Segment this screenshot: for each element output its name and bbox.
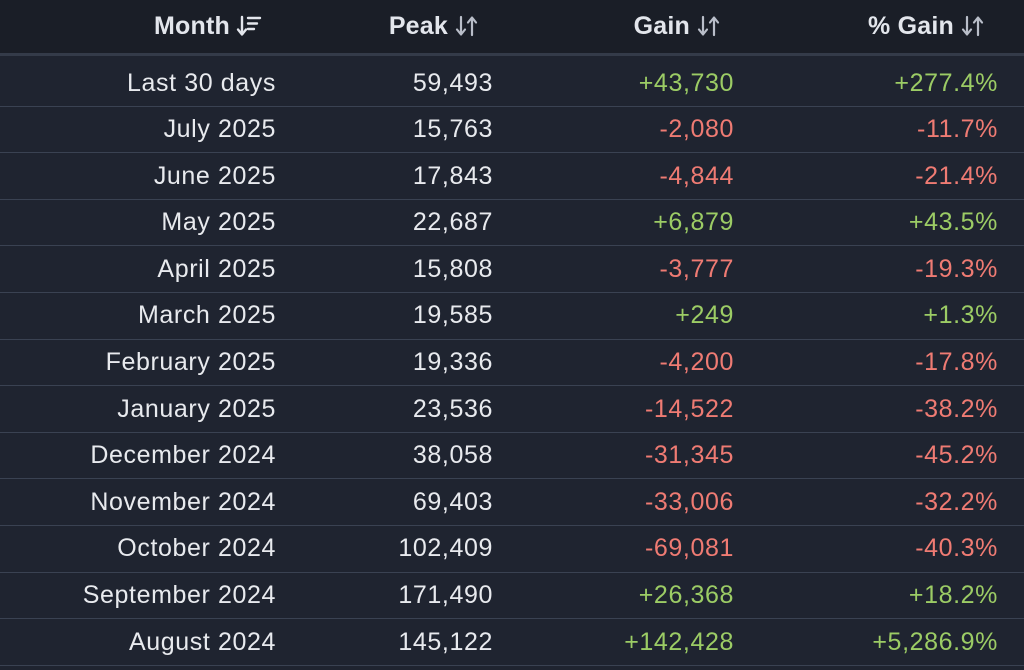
cell-pct-gain: +277.4%	[894, 68, 998, 97]
cell-pct-gain: +18.2%	[908, 581, 998, 610]
cell-pct-gain: -11.7%	[917, 115, 998, 144]
column-header-gain[interactable]: Gain	[0, 0, 722, 52]
cell-month: February 2025	[105, 348, 276, 377]
table-row: Last 30 days 59,493 +43,730 +277.4%	[0, 60, 1024, 107]
cell-month: December 2024	[90, 441, 276, 470]
table-row: May 2025 22,687 +6,879 +43.5%	[0, 200, 1024, 247]
cell-pct-gain: -21.4%	[915, 161, 998, 190]
cell-peak: 171,490	[398, 581, 493, 610]
cell-gain: -69,081	[645, 534, 734, 563]
cell-pct-gain: -32.2%	[915, 487, 998, 516]
column-header-peak[interactable]: Peak	[0, 0, 480, 52]
cell-pct-gain: -40.3%	[915, 534, 998, 563]
cell-peak: 23,536	[412, 394, 493, 423]
table-row: August 2024 145,122 +142,428 +5,286.9%	[0, 619, 1024, 666]
cell-gain: -14,522	[645, 394, 734, 423]
cell-month: June 2025	[153, 161, 276, 190]
table-row: March 2025 19,585 +249 +1.3%	[0, 293, 1024, 340]
table-row: February 2025 19,336 -4,200 -17.8%	[0, 340, 1024, 387]
cell-gain: -2,080	[659, 115, 734, 144]
cell-month: July 2025	[163, 115, 276, 144]
cell-pct-gain: +5,286.9%	[872, 627, 998, 656]
cell-peak: 17,843	[412, 161, 493, 190]
cell-peak: 19,585	[412, 301, 493, 330]
column-header-gain-label: Gain	[633, 11, 690, 40]
sort-unsorted-icon[interactable]	[696, 14, 722, 38]
cell-peak: 145,122	[398, 627, 493, 656]
sort-unsorted-icon[interactable]	[454, 14, 480, 38]
table-row: July 2025 15,763 -2,080 -11.7%	[0, 107, 1024, 154]
cell-month: April 2025	[157, 254, 276, 283]
table-row: June 2025 17,843 -4,844 -21.4%	[0, 153, 1024, 200]
table-row: November 2024 69,403 -33,006 -32.2%	[0, 479, 1024, 526]
cell-peak: 38,058	[412, 441, 493, 470]
cell-peak: 15,763	[412, 115, 493, 144]
cell-peak: 15,808	[412, 254, 493, 283]
cell-gain: -4,200	[659, 348, 734, 377]
column-header-pct-gain-label: % Gain	[868, 11, 954, 40]
sort-unsorted-icon[interactable]	[960, 14, 986, 38]
cell-gain: +43,730	[638, 68, 734, 97]
cell-month: Last 30 days	[127, 68, 276, 97]
cell-gain: -31,345	[645, 441, 734, 470]
cell-peak: 22,687	[412, 208, 493, 237]
cell-month: March 2025	[137, 301, 276, 330]
cell-gain: +142,428	[624, 627, 734, 656]
cell-peak: 69,403	[412, 487, 493, 516]
cell-month: May 2025	[161, 208, 276, 237]
column-header-month-label: Month	[154, 11, 230, 40]
cell-peak: 102,409	[398, 534, 493, 563]
table-row: December 2024 38,058 -31,345 -45.2%	[0, 433, 1024, 480]
cell-peak: 19,336	[412, 348, 493, 377]
cell-peak: 59,493	[412, 68, 493, 97]
cell-month: October 2024	[117, 534, 276, 563]
column-header-peak-label: Peak	[388, 11, 448, 40]
table-row: January 2025 23,536 -14,522 -38.2%	[0, 386, 1024, 433]
table-body: Last 30 days 59,493 +43,730 +277.4% July…	[0, 60, 1024, 666]
cell-pct-gain: -19.3%	[915, 254, 998, 283]
cell-gain: +26,368	[638, 581, 734, 610]
cell-month: January 2025	[117, 394, 276, 423]
cell-gain: +6,879	[653, 208, 734, 237]
cell-gain: -4,844	[659, 161, 734, 190]
cell-pct-gain: -38.2%	[915, 394, 998, 423]
table-header: Month Peak	[0, 0, 1024, 56]
cell-pct-gain: +43.5%	[908, 208, 998, 237]
cell-month: August 2024	[129, 627, 276, 656]
column-header-pct-gain[interactable]: % Gain	[0, 0, 986, 52]
cell-gain: -33,006	[645, 487, 734, 516]
sort-descending-icon[interactable]	[236, 14, 262, 38]
table-row: October 2024 102,409 -69,081 -40.3%	[0, 526, 1024, 573]
cell-pct-gain: -45.2%	[915, 441, 998, 470]
table-row: April 2025 15,808 -3,777 -19.3%	[0, 246, 1024, 293]
table-row: September 2024 171,490 +26,368 +18.2%	[0, 573, 1024, 620]
cell-pct-gain: +1.3%	[923, 301, 998, 330]
cell-month: November 2024	[90, 487, 276, 516]
cell-month: September 2024	[82, 581, 276, 610]
cell-gain: +249	[675, 301, 734, 330]
cell-pct-gain: -17.8%	[915, 348, 998, 377]
cell-gain: -3,777	[659, 254, 734, 283]
column-header-month[interactable]: Month	[0, 0, 262, 52]
